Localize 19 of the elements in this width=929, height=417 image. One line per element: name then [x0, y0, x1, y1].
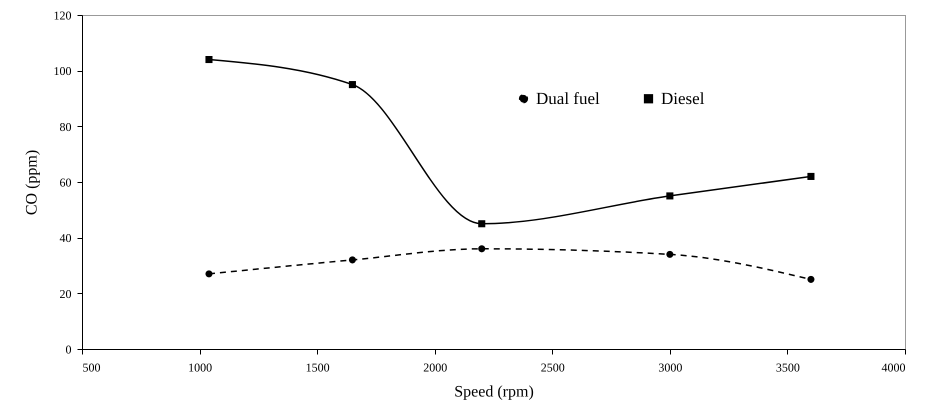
- x-tick-label: 2000: [423, 360, 448, 374]
- y-tick-label: 0: [66, 342, 72, 356]
- y-tick-label: 40: [60, 231, 72, 246]
- x-axis-title: Speed (rpm): [454, 384, 534, 400]
- x-tick-label: 2500: [540, 360, 565, 374]
- y-tick-label: 120: [54, 8, 72, 22]
- y-tick-label: 20: [60, 286, 72, 301]
- x-tick-label: 1000: [188, 360, 212, 374]
- y-axis-title: CO (ppm): [24, 150, 40, 216]
- y-tick-label: 60: [60, 176, 72, 190]
- x-tick-label: 500: [82, 360, 100, 374]
- legend-label: Diesel: [661, 88, 705, 108]
- y-tick-label: 100: [54, 64, 72, 78]
- x-tick-label: 3500: [776, 360, 800, 374]
- x-tick-label: 4000: [882, 360, 906, 374]
- x-tick-label: 1500: [306, 360, 330, 374]
- x-tick-label: 3000: [658, 360, 682, 374]
- legend-label: Dual fuel: [536, 88, 600, 108]
- y-tick-label: 80: [60, 120, 72, 134]
